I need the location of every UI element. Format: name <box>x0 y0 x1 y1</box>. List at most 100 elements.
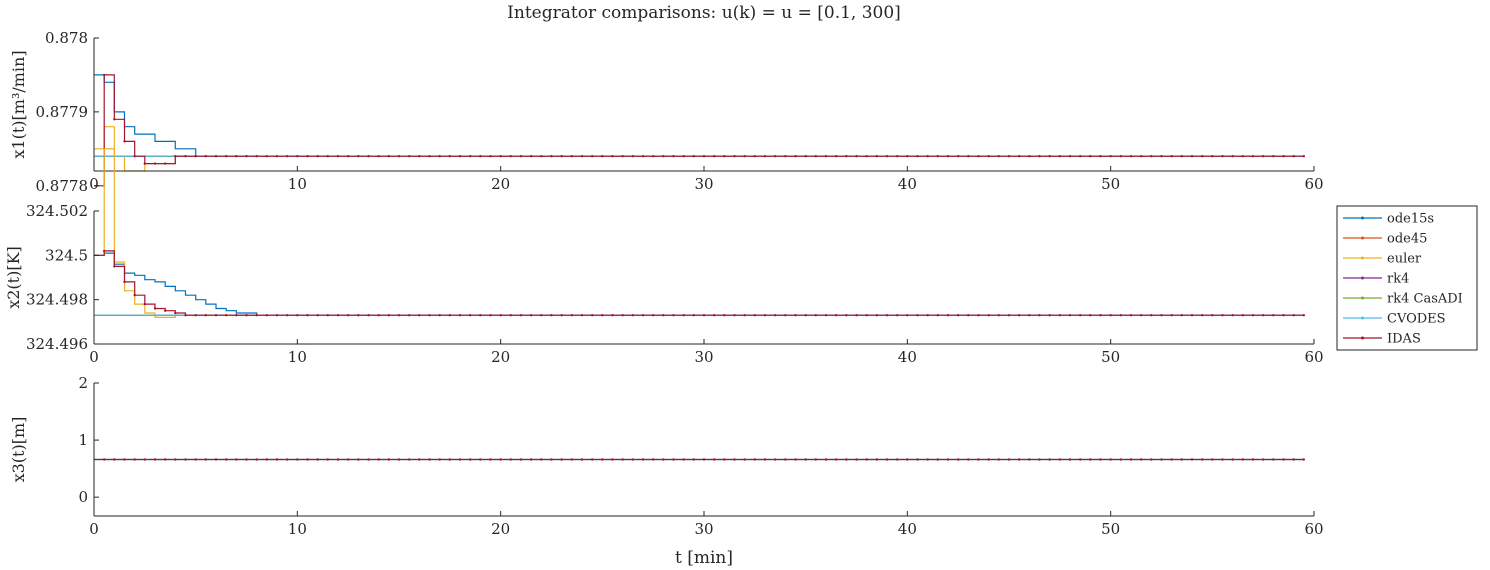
data-point <box>926 155 929 158</box>
data-point <box>458 458 462 461</box>
data-point <box>672 314 675 317</box>
data-point <box>448 155 451 158</box>
data-point <box>377 458 380 461</box>
data-point <box>286 314 289 317</box>
legend-marker <box>1361 236 1364 240</box>
data-point <box>174 155 177 158</box>
data-point <box>997 458 1000 461</box>
data-point <box>723 458 726 461</box>
data-point <box>896 155 899 158</box>
data-point <box>804 458 807 461</box>
data-point <box>1231 155 1234 158</box>
data-point <box>702 314 706 317</box>
data-point <box>743 314 746 317</box>
data-point <box>906 155 909 158</box>
data-point <box>540 155 543 158</box>
data-point <box>225 314 228 317</box>
data-point <box>1272 458 1275 461</box>
data-point <box>1272 314 1275 317</box>
data-point <box>489 458 492 461</box>
data-point <box>936 458 939 461</box>
data-point <box>1079 458 1082 461</box>
data-point <box>611 155 614 158</box>
data-point <box>387 458 390 461</box>
data-point <box>774 314 777 317</box>
data-point <box>1140 458 1143 461</box>
data-point <box>1150 155 1153 158</box>
data-point <box>489 155 492 158</box>
data-point <box>641 458 645 461</box>
data-point <box>164 458 167 461</box>
data-point <box>540 314 543 317</box>
data-point <box>296 458 299 461</box>
data-point <box>723 155 726 158</box>
data-point <box>174 311 177 315</box>
data-point <box>753 155 756 158</box>
x-tick-label: 50 <box>1101 520 1120 538</box>
data-point <box>1007 155 1011 158</box>
data-point <box>204 314 207 317</box>
data-point <box>397 314 401 317</box>
x-tick-label: 50 <box>1101 175 1120 193</box>
data-point <box>164 162 167 165</box>
y-tick-label: 0.878 <box>45 29 88 47</box>
data-point <box>1038 155 1041 158</box>
data-point <box>235 458 238 461</box>
data-point <box>885 155 889 158</box>
data-point <box>438 458 441 461</box>
data-point <box>906 458 909 461</box>
data-point <box>550 314 553 317</box>
data-point <box>987 458 990 461</box>
x-tick-label: 0 <box>89 520 99 538</box>
data-point <box>519 314 523 317</box>
data-point <box>1068 314 1072 317</box>
data-point <box>824 155 828 158</box>
data-point <box>1109 458 1112 461</box>
y-tick-label: 0 <box>78 488 88 506</box>
data-point <box>753 458 756 461</box>
data-point <box>896 458 899 461</box>
y-axis-label: x2(t)[K] <box>4 246 23 309</box>
data-point <box>784 458 787 461</box>
legend-entry-label: ode15s <box>1387 212 1434 227</box>
data-point <box>1201 458 1204 461</box>
data-point <box>306 458 309 461</box>
data-point <box>408 155 411 158</box>
data-point <box>763 314 767 317</box>
data-point <box>469 458 472 461</box>
data-point <box>662 314 665 317</box>
data-point <box>1160 314 1163 317</box>
data-point <box>113 458 116 461</box>
data-point <box>560 458 563 461</box>
data-point <box>255 155 258 158</box>
data-point <box>235 155 238 158</box>
data-point <box>550 155 553 158</box>
data-point <box>377 314 380 317</box>
data-point <box>885 314 889 317</box>
data-point <box>814 458 817 461</box>
data-point <box>875 458 878 461</box>
data-point <box>438 314 441 317</box>
data-point <box>530 458 533 461</box>
data-point <box>204 458 207 461</box>
data-point <box>794 314 797 317</box>
data-point <box>692 458 695 461</box>
data-point <box>1231 314 1234 317</box>
data-point <box>601 155 604 158</box>
legend-entry-label: rk4 <box>1387 272 1409 287</box>
data-point <box>1058 314 1062 317</box>
data-point <box>1190 458 1194 461</box>
data-point <box>428 458 431 461</box>
data-point <box>621 155 624 158</box>
data-point <box>957 314 960 317</box>
data-point <box>133 155 136 158</box>
data-point <box>713 458 716 461</box>
data-point <box>204 155 207 158</box>
legend-entry-label: IDAS <box>1387 332 1421 347</box>
data-point <box>824 458 828 461</box>
data-point <box>946 458 950 461</box>
data-point <box>184 314 187 317</box>
data-point <box>662 458 665 461</box>
data-point <box>1231 458 1234 461</box>
data-point <box>926 458 929 461</box>
